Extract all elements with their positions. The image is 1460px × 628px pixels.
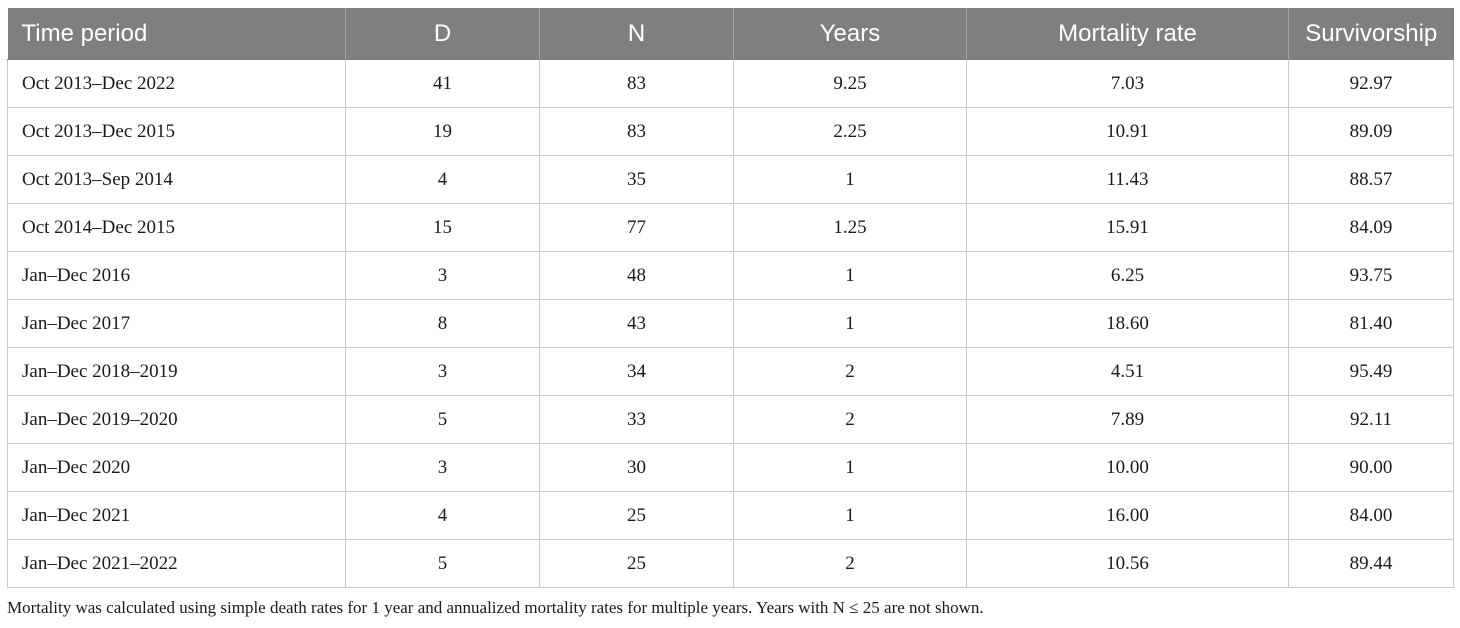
table-row: Oct 2013–Dec 2022 41 83 9.25 7.03 92.97 xyxy=(7,59,1454,108)
cell-mortality-rate: 7.89 xyxy=(966,395,1289,444)
cell-mortality-rate: 7.03 xyxy=(966,59,1289,108)
cell-years: 1 xyxy=(733,155,967,204)
cell-mortality-rate: 10.91 xyxy=(966,107,1289,156)
cell-time-period: Jan–Dec 2018–2019 xyxy=(7,347,346,396)
cell-mortality-rate: 18.60 xyxy=(966,299,1289,348)
column-header-years: Years xyxy=(733,8,967,60)
cell-n: 30 xyxy=(539,443,734,492)
cell-mortality-rate: 10.00 xyxy=(966,443,1289,492)
cell-n: 48 xyxy=(539,251,734,300)
cell-d: 3 xyxy=(345,251,540,300)
column-header-survivorship: Survivorship xyxy=(1288,8,1454,60)
cell-n: 25 xyxy=(539,539,734,588)
column-header-d: D xyxy=(345,8,540,60)
cell-years: 1 xyxy=(733,299,967,348)
cell-years: 2 xyxy=(733,395,967,444)
cell-survivorship: 92.97 xyxy=(1288,59,1454,108)
cell-d: 4 xyxy=(345,155,540,204)
cell-time-period: Oct 2013–Dec 2015 xyxy=(7,107,346,156)
cell-time-period: Jan–Dec 2019–2020 xyxy=(7,395,346,444)
cell-years: 2.25 xyxy=(733,107,967,156)
cell-mortality-rate: 16.00 xyxy=(966,491,1289,540)
cell-survivorship: 88.57 xyxy=(1288,155,1454,204)
table-row: Jan–Dec 2016 3 48 1 6.25 93.75 xyxy=(7,251,1454,300)
cell-years: 9.25 xyxy=(733,59,967,108)
table-row: Jan–Dec 2021 4 25 1 16.00 84.00 xyxy=(7,491,1454,540)
cell-n: 34 xyxy=(539,347,734,396)
cell-n: 35 xyxy=(539,155,734,204)
cell-d: 3 xyxy=(345,443,540,492)
cell-d: 15 xyxy=(345,203,540,252)
cell-mortality-rate: 15.91 xyxy=(966,203,1289,252)
cell-survivorship: 95.49 xyxy=(1288,347,1454,396)
cell-d: 41 xyxy=(345,59,540,108)
table-footnote: Mortality was calculated using simple de… xyxy=(7,598,984,617)
cell-n: 77 xyxy=(539,203,734,252)
cell-d: 3 xyxy=(345,347,540,396)
cell-years: 2 xyxy=(733,539,967,588)
mortality-table-container: Time period D N Years Mortality rate Sur… xyxy=(7,8,1454,588)
table-row: Oct 2014–Dec 2015 15 77 1.25 15.91 84.09 xyxy=(7,203,1454,252)
cell-years: 1.25 xyxy=(733,203,967,252)
cell-years: 2 xyxy=(733,347,967,396)
table-row: Oct 2013–Sep 2014 4 35 1 11.43 88.57 xyxy=(7,155,1454,204)
cell-years: 1 xyxy=(733,251,967,300)
cell-n: 43 xyxy=(539,299,734,348)
cell-survivorship: 92.11 xyxy=(1288,395,1454,444)
cell-time-period: Jan–Dec 2016 xyxy=(7,251,346,300)
table-row: Jan–Dec 2018–2019 3 34 2 4.51 95.49 xyxy=(7,347,1454,396)
table-row: Jan–Dec 2021–2022 5 25 2 10.56 89.44 xyxy=(7,539,1454,588)
table-header-row: Time period D N Years Mortality rate Sur… xyxy=(7,8,1454,60)
table-body: Oct 2013–Dec 2022 41 83 9.25 7.03 92.97 Oct 20… xyxy=(7,59,1454,588)
cell-time-period: Jan–Dec 2017 xyxy=(7,299,346,348)
cell-time-period: Oct 2013–Dec 2022 xyxy=(7,59,346,108)
cell-survivorship: 90.00 xyxy=(1288,443,1454,492)
cell-d: 5 xyxy=(345,539,540,588)
cell-years: 1 xyxy=(733,443,967,492)
cell-mortality-rate: 11.43 xyxy=(966,155,1289,204)
column-header-time-period: Time period xyxy=(7,8,346,60)
cell-survivorship: 93.75 xyxy=(1288,251,1454,300)
table-row: Oct 2013–Dec 2015 19 83 2.25 10.91 89.09 xyxy=(7,107,1454,156)
cell-time-period: Jan–Dec 2021 xyxy=(7,491,346,540)
cell-survivorship: 89.09 xyxy=(1288,107,1454,156)
cell-survivorship: 81.40 xyxy=(1288,299,1454,348)
cell-mortality-rate: 10.56 xyxy=(966,539,1289,588)
cell-survivorship: 84.09 xyxy=(1288,203,1454,252)
cell-survivorship: 84.00 xyxy=(1288,491,1454,540)
cell-n: 33 xyxy=(539,395,734,444)
table-row: Jan–Dec 2019–2020 5 33 2 7.89 92.11 xyxy=(7,395,1454,444)
cell-mortality-rate: 4.51 xyxy=(966,347,1289,396)
cell-d: 4 xyxy=(345,491,540,540)
table-row: Jan–Dec 2017 8 43 1 18.60 81.40 xyxy=(7,299,1454,348)
table-row: Jan–Dec 2020 3 30 1 10.00 90.00 xyxy=(7,443,1454,492)
cell-n: 25 xyxy=(539,491,734,540)
cell-n: 83 xyxy=(539,59,734,108)
cell-mortality-rate: 6.25 xyxy=(966,251,1289,300)
cell-time-period: Jan–Dec 2020 xyxy=(7,443,346,492)
cell-d: 8 xyxy=(345,299,540,348)
cell-survivorship: 89.44 xyxy=(1288,539,1454,588)
column-header-mortality-rate: Mortality rate xyxy=(966,8,1289,60)
cell-time-period: Oct 2013–Sep 2014 xyxy=(7,155,346,204)
mortality-table: Time period D N Years Mortality rate Sur… xyxy=(7,8,1454,588)
cell-d: 19 xyxy=(345,107,540,156)
cell-years: 1 xyxy=(733,491,967,540)
cell-time-period: Jan–Dec 2021–2022 xyxy=(7,539,346,588)
column-header-n: N xyxy=(539,8,734,60)
cell-time-period: Oct 2014–Dec 2015 xyxy=(7,203,346,252)
cell-n: 83 xyxy=(539,107,734,156)
cell-d: 5 xyxy=(345,395,540,444)
